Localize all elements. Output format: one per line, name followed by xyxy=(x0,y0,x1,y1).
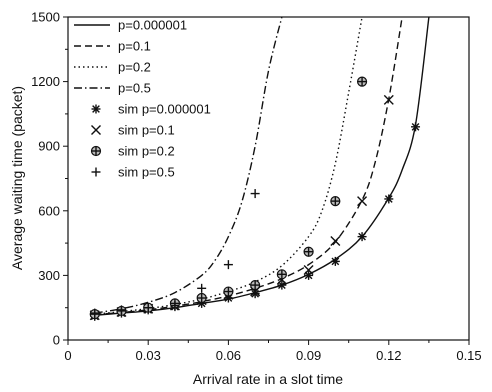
data-point xyxy=(116,305,126,315)
data-point xyxy=(250,189,260,199)
series-sim-p-0-2 xyxy=(89,76,368,320)
y-tick-label: 300 xyxy=(38,268,60,283)
legend: p=0.000001 p=0.1 p=0.2 p=0.5 sim p=0.000001 s… xyxy=(74,18,211,180)
data-point xyxy=(384,194,394,204)
y-tick-label: 1200 xyxy=(31,74,60,89)
axis-tick-labels: 0 0.03 0.06 0.09 0.12 0.15 0 300 600 900 1200 1500 xyxy=(31,10,482,364)
data-point xyxy=(223,286,234,297)
legend-swatch xyxy=(90,145,102,157)
data-point xyxy=(90,308,100,318)
y-tick-label: 0 xyxy=(53,333,60,348)
x-tick-label: 0.15 xyxy=(456,348,481,363)
data-point xyxy=(411,122,421,132)
data-point xyxy=(170,301,180,311)
x-axis-label: Arrival rate in a slot time xyxy=(193,371,343,387)
y-tick-label: 900 xyxy=(38,139,60,154)
data-point xyxy=(330,256,340,266)
data-point xyxy=(357,232,367,242)
data-point xyxy=(383,94,394,105)
legend-label: p=0.2 xyxy=(118,60,151,75)
y-axis-label: Average waiting time (packet) xyxy=(9,86,25,270)
legend-label: p=0.1 xyxy=(118,39,151,54)
legend-item: sim p=0.000001 xyxy=(91,102,211,117)
data-point xyxy=(303,265,314,276)
legend-item: sim p=0.5 xyxy=(91,165,175,180)
legend-label: sim p=0.2 xyxy=(118,144,175,159)
legend-item: p=0.000001 xyxy=(74,18,187,33)
data-point xyxy=(250,279,261,291)
data-point xyxy=(196,292,207,304)
data-point xyxy=(223,260,233,270)
x-tick-label: 0.06 xyxy=(216,348,241,363)
data-point xyxy=(357,196,368,207)
legend-label: p=0.000001 xyxy=(118,18,187,33)
plot-area xyxy=(89,17,430,321)
x-tick-label: 0.09 xyxy=(296,348,321,363)
axis-ticks xyxy=(63,16,470,345)
legend-swatch xyxy=(91,125,101,135)
data-point xyxy=(330,235,341,246)
y-tick-label: 600 xyxy=(38,203,60,218)
series-line xyxy=(94,17,283,314)
data-point xyxy=(197,283,207,293)
x-tick-label: 0 xyxy=(64,348,71,363)
data-point xyxy=(303,246,314,257)
legend-swatch xyxy=(91,104,101,114)
legend-label: sim p=0.1 xyxy=(118,123,175,138)
data-point xyxy=(276,269,287,280)
legend-item: p=0.2 xyxy=(74,60,151,75)
legend-swatch xyxy=(91,167,101,177)
legend-label: sim p=0.000001 xyxy=(118,102,211,117)
data-point xyxy=(330,196,341,207)
series-p-0-5 xyxy=(94,17,283,314)
legend-item: p=0.1 xyxy=(74,39,151,54)
legend-label: p=0.5 xyxy=(118,81,151,96)
data-point xyxy=(143,303,153,313)
legend-item: sim p=0.1 xyxy=(91,123,175,138)
y-tick-label: 1500 xyxy=(31,10,60,25)
data-point xyxy=(356,76,368,87)
x-tick-label: 0.12 xyxy=(376,348,401,363)
series-sim-p-0-5 xyxy=(90,189,260,318)
legend-item: sim p=0.2 xyxy=(90,144,175,159)
legend-item: p=0.5 xyxy=(74,81,151,96)
data-point xyxy=(250,289,260,299)
legend-label: sim p=0.5 xyxy=(118,165,175,180)
x-tick-label: 0.03 xyxy=(136,348,161,363)
